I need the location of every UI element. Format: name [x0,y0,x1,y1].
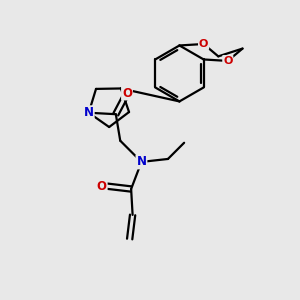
Text: O: O [199,39,208,49]
Text: O: O [223,56,232,66]
Text: O: O [97,180,107,193]
Text: N: N [136,155,146,168]
Text: O: O [122,86,132,100]
Text: N: N [84,106,94,119]
